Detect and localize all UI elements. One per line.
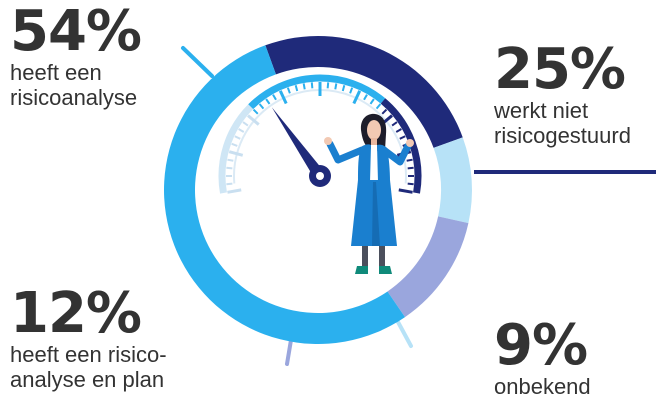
- gauge-tick: [234, 135, 241, 140]
- figure-neck: [371, 138, 377, 146]
- figure-skirt-shade: [372, 182, 380, 246]
- gauge-tick: [265, 98, 271, 105]
- gauge-tick: [398, 188, 413, 194]
- stat-label-line: werkt niet: [494, 98, 589, 123]
- figure-blouse: [370, 145, 378, 164]
- leader-lines: [181, 46, 656, 366]
- figure-shoe-right: [379, 266, 392, 274]
- gauge-tick: [407, 182, 414, 186]
- gauge-tick: [352, 90, 362, 105]
- gauge-tick: [310, 82, 314, 89]
- stat-heeft-risicoanalyse: 54% heeft een risicoanalyse: [10, 0, 142, 111]
- stat-werkt-niet-risicogestuurd: 25% werkt niet risicogestuurd: [494, 37, 631, 149]
- gauge-tick: [272, 94, 277, 101]
- stat-percent: 25%: [494, 37, 626, 102]
- gauge-tick: [363, 94, 368, 101]
- figure-leg-left: [362, 246, 368, 266]
- stat-label-line: heeft een: [10, 60, 102, 85]
- gauge-tick: [302, 83, 306, 90]
- gauge-tick: [326, 82, 330, 89]
- stat-label-line: risicoanalyse: [10, 85, 138, 110]
- gauge-tick: [294, 84, 299, 92]
- stat-percent: 54%: [10, 0, 142, 64]
- businesswoman-figure: [324, 113, 414, 274]
- gauge-tick: [278, 90, 288, 105]
- gauge-tick: [228, 150, 244, 157]
- gauge-tick: [395, 128, 402, 133]
- stat-percent: 12%: [10, 281, 142, 346]
- stat-label-line: analyse en plan: [10, 367, 165, 392]
- gauge-tick: [238, 128, 245, 133]
- leader-line-54: [181, 46, 214, 78]
- gauge-tick: [407, 166, 414, 170]
- stat-percent: 9%: [494, 313, 588, 378]
- gauge-tick: [369, 98, 375, 105]
- gauge-tick: [286, 87, 291, 94]
- donut-slice-25: [265, 36, 463, 148]
- gauge-tick: [349, 87, 354, 94]
- gauge-tick: [252, 108, 259, 115]
- figure-leg-right: [379, 246, 385, 266]
- gauge-tick: [406, 158, 413, 162]
- figure-face: [367, 120, 381, 140]
- stat-label-line: heeft een risico-: [10, 342, 167, 367]
- gauge-tick: [258, 103, 265, 110]
- gauge-tick: [242, 121, 249, 127]
- gauge-tick: [231, 142, 238, 147]
- stat-heeft-risicoanalyse-en-plan: 12% heeft een risico- analyse en plan: [10, 281, 167, 393]
- gauge-needle: [271, 107, 325, 180]
- donut-slice-9: [433, 137, 472, 224]
- gauge-scale-arc: [248, 74, 386, 110]
- gauge-tick: [391, 121, 398, 127]
- figure-arm-left: [326, 140, 366, 164]
- gauge-tick: [375, 103, 382, 110]
- figure-shoe-left: [355, 266, 368, 274]
- donut-slice-54: [163, 45, 406, 345]
- leader-line-12: [285, 338, 293, 366]
- gauge-tick: [226, 166, 233, 170]
- donut-slices: [163, 36, 472, 345]
- gauge-tick: [226, 182, 233, 186]
- gauge-tick: [227, 158, 234, 162]
- stat-label-line: risicogestuurd: [494, 123, 631, 148]
- figure-jacket: [358, 144, 390, 182]
- stat-label-line: onbekend: [494, 374, 591, 399]
- figure-hand-right: [406, 139, 414, 147]
- gauge-scale-arc-faded: [218, 104, 254, 194]
- gauge-needle-hub-center: [316, 172, 324, 180]
- gauge-tick: [399, 135, 406, 140]
- figure-arm-right: [380, 142, 412, 166]
- gauge-tick: [334, 83, 338, 90]
- gauge-tick: [227, 188, 242, 194]
- gauge-tick: [247, 114, 260, 126]
- donut-slice-12: [387, 216, 469, 318]
- stat-onbekend: 9% onbekend: [494, 313, 591, 400]
- gauge-tick: [341, 84, 346, 92]
- figure-hand-left: [324, 137, 332, 145]
- gauge-tick: [381, 108, 388, 115]
- leader-line-9: [396, 320, 413, 348]
